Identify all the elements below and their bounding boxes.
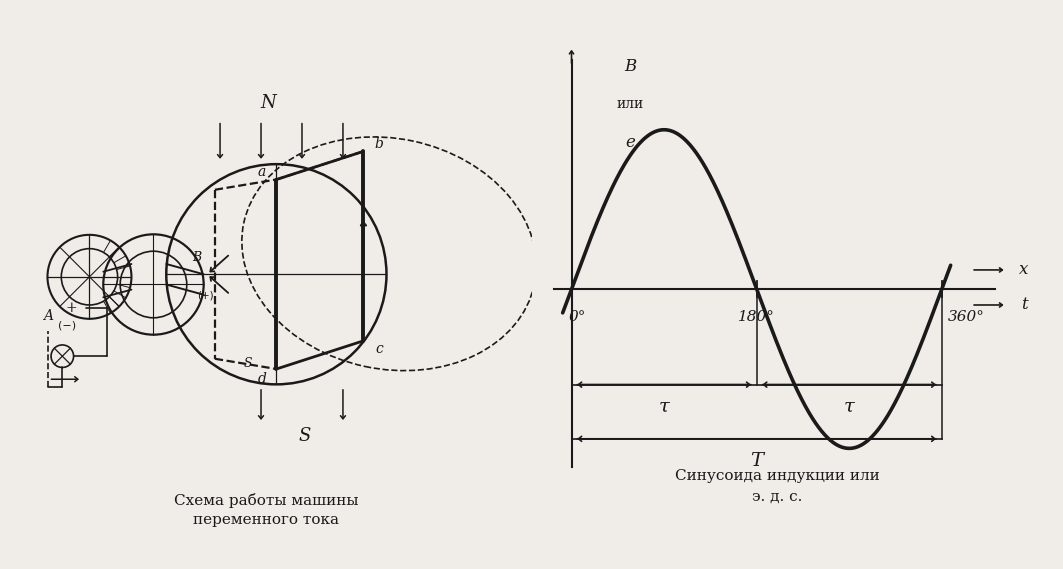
Text: (+): (+) <box>198 291 214 301</box>
Text: N: N <box>260 94 276 112</box>
Text: (−): (−) <box>58 320 77 331</box>
Text: t: t <box>1020 296 1028 314</box>
Text: d: d <box>257 372 267 386</box>
Text: Синусоида индукции или
э. д. с.: Синусоида индукции или э. д. с. <box>675 469 879 504</box>
Text: c: c <box>375 341 383 356</box>
Text: A: A <box>44 309 53 323</box>
Text: Схема работы машины
переменного тока: Схема работы машины переменного тока <box>174 493 358 527</box>
Text: B: B <box>192 251 202 265</box>
Text: или: или <box>617 97 644 112</box>
Text: b: b <box>374 137 384 151</box>
Text: S: S <box>243 357 253 370</box>
Text: x: x <box>1019 261 1029 278</box>
Text: 180°: 180° <box>738 310 775 324</box>
Text: +: + <box>66 300 78 315</box>
Text: a: a <box>258 165 266 179</box>
Text: е: е <box>625 134 636 151</box>
Text: τ: τ <box>659 397 670 415</box>
Text: 360°: 360° <box>948 310 984 324</box>
Text: T: T <box>750 452 763 469</box>
Text: 0°: 0° <box>569 310 586 324</box>
Text: В: В <box>624 57 637 75</box>
Text: τ: τ <box>844 397 855 415</box>
Text: S: S <box>299 427 310 444</box>
